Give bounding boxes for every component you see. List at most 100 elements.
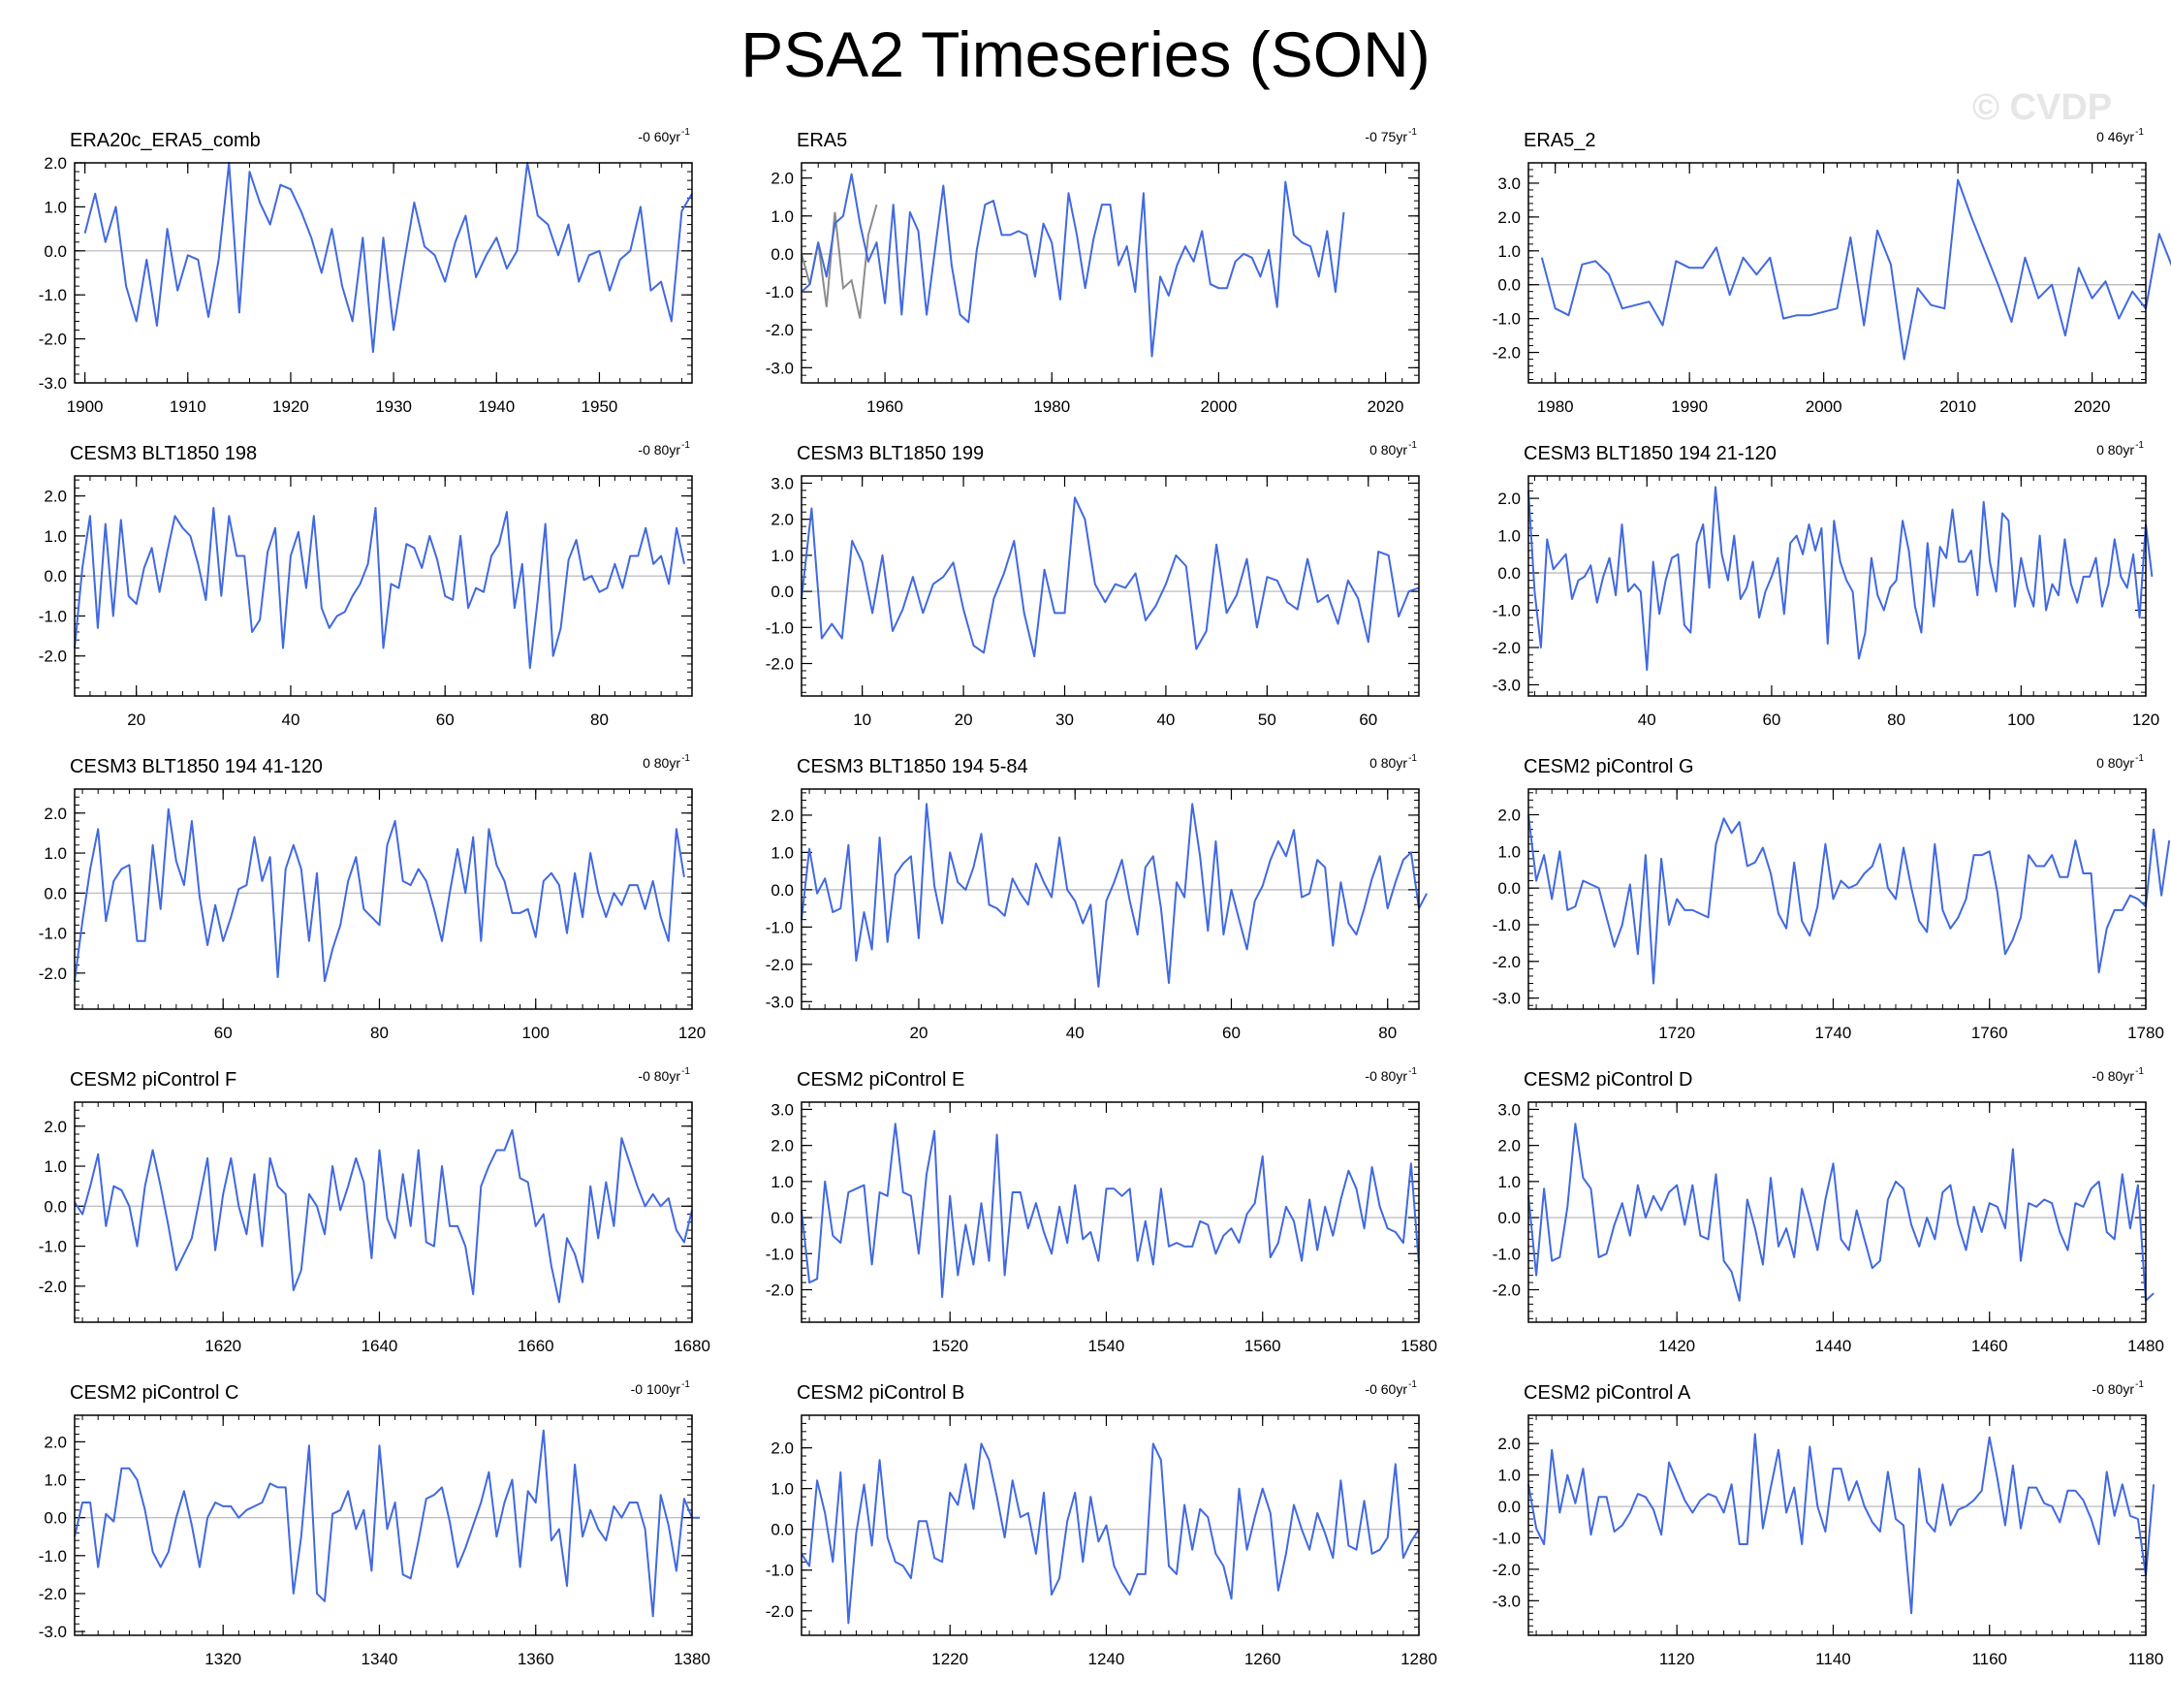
plot-frame [74, 475, 693, 697]
x-tick-label: 1520 [931, 1337, 968, 1355]
y-tick-label: -1.0 [766, 1245, 794, 1263]
panel-title: ERA5_2 [1524, 130, 1596, 151]
trend-label: -0 80yr [638, 442, 680, 458]
series-line [74, 807, 685, 983]
y-tick-label: 2.0 [1497, 208, 1521, 227]
y-tick-label: 0.0 [771, 881, 794, 900]
y-tick-label: -2.0 [1493, 639, 1521, 657]
y-tick-label: 0.0 [771, 1209, 794, 1227]
x-tick-label: 1320 [205, 1650, 241, 1668]
x-tick-label: 20 [909, 1024, 928, 1042]
y-tick-label: 1.0 [1497, 1173, 1521, 1191]
y-tick-label: 1.0 [771, 1173, 794, 1191]
trend-exponent: -1 [2135, 753, 2144, 764]
panel-3: ERA5_2 0 46yr -1 -2.0 -1.0 0.0 1.0 2.0 3.0 1980 19… [1493, 127, 2171, 416]
x-tick-label: 60 [214, 1024, 233, 1042]
series-line [83, 162, 693, 354]
y-tick-label: -2.0 [39, 1585, 67, 1603]
x-tick-label: 60 [436, 711, 455, 729]
y-tick-label: 2.0 [44, 1118, 67, 1136]
y-tick-label: 0.0 [1497, 879, 1521, 898]
series-line [1527, 486, 2154, 672]
y-tick-label: 2.0 [771, 807, 794, 825]
x-tick-label: 1160 [1971, 1650, 2007, 1668]
y-tick-label: 2.0 [771, 1137, 794, 1155]
x-tick-label: 20 [127, 711, 145, 729]
y-tick-label: 0.0 [44, 1509, 67, 1528]
series-line [801, 173, 1345, 358]
x-tick-label: 1980 [1033, 397, 1070, 416]
y-tick-label: 1.0 [771, 1480, 794, 1499]
y-tick-label: -2.0 [39, 965, 67, 983]
trend-label: 0 46yr [2096, 129, 2134, 144]
panel-11: CESM2 piControl E -0 80yr -1 -2.0 -1.0 0.0 1.0… [766, 1066, 1437, 1355]
plot-frame [1527, 788, 2147, 1010]
y-tick-label: 3.0 [771, 474, 794, 492]
y-tick-label: 0.0 [771, 245, 794, 264]
y-tick-label: 2.0 [771, 170, 794, 188]
y-tick-label: -2.0 [39, 648, 67, 666]
y-tick-label: -1.0 [766, 1562, 794, 1580]
x-tick-label: 1900 [67, 397, 104, 416]
trend-exponent: -1 [1408, 127, 1417, 138]
x-tick-label: 1340 [362, 1650, 398, 1668]
y-tick-label: 1.0 [771, 207, 794, 226]
x-tick-label: 1360 [518, 1650, 554, 1668]
x-tick-label: 1980 [1537, 397, 1574, 416]
x-tick-label: 80 [1378, 1024, 1397, 1042]
x-tick-label: 1540 [1088, 1337, 1125, 1355]
series-line [74, 507, 685, 670]
plot-frame [801, 162, 1420, 384]
x-tick-label: 1780 [2127, 1024, 2164, 1042]
y-tick-label: -2.0 [1493, 1281, 1521, 1300]
y-tick-label: 1.0 [44, 527, 67, 546]
y-tick-label: -2.0 [39, 331, 67, 349]
x-tick-label: 1440 [1815, 1337, 1852, 1355]
y-tick-label: -1.0 [39, 925, 67, 943]
x-tick-label: 1930 [375, 397, 412, 416]
series-line [801, 803, 1428, 988]
panel-title: CESM3 BLT1850 194 5-84 [797, 756, 1028, 777]
y-tick-label: -2.0 [1493, 344, 1521, 363]
y-tick-label: 1.0 [44, 844, 67, 863]
plot-frame [74, 788, 693, 1010]
y-tick-label: -3.0 [766, 359, 794, 377]
y-tick-label: -2.0 [39, 1278, 67, 1296]
x-tick-label: 1960 [866, 397, 903, 416]
y-tick-label: -3.0 [1493, 676, 1521, 694]
trend-exponent: -1 [2135, 440, 2144, 451]
y-tick-label: -1.0 [1493, 1529, 1521, 1547]
y-tick-label: -1.0 [1493, 310, 1521, 329]
x-tick-label: 1620 [205, 1337, 241, 1355]
panel-7: CESM3 BLT1850 194 41-120 0 80yr -1 -2.0 -1.0… [39, 753, 706, 1042]
y-tick-label: -3.0 [1493, 990, 1521, 1008]
x-tick-label: 1180 [2128, 1650, 2164, 1668]
y-tick-label: -1.0 [766, 918, 794, 936]
series-line [801, 496, 1420, 658]
series-line [1527, 1123, 2155, 1302]
x-tick-label: 80 [1887, 711, 1905, 729]
y-tick-label: 2.0 [44, 154, 67, 173]
plot-frame [1527, 1414, 2147, 1636]
x-tick-label: 2010 [1939, 397, 1976, 416]
panel-13: CESM2 piControl C -0 100yr -1 -3.0 -2.0 -1.0 0… [39, 1379, 710, 1668]
panel-8: CESM3 BLT1850 194 5-84 0 80yr -1 -3.0 -2.0 -1… [766, 753, 1428, 1042]
panel-4: CESM3 BLT1850 198 -0 80yr -1 -2.0 -1.0 0.0 1.0… [39, 440, 693, 729]
series-line [801, 1442, 1420, 1625]
x-tick-label: 1740 [1815, 1024, 1852, 1042]
x-tick-label: 1660 [518, 1337, 554, 1355]
x-tick-label: 10 [853, 711, 871, 729]
reference-series-line [801, 204, 878, 319]
y-tick-label: 1.0 [1497, 1467, 1521, 1485]
x-tick-label: 60 [1222, 1024, 1241, 1042]
trend-exponent: -1 [681, 1066, 690, 1077]
trend-exponent: -1 [681, 753, 690, 764]
x-tick-label: 1950 [582, 397, 618, 416]
x-tick-label: 1280 [1400, 1650, 1437, 1668]
panel-title: CESM2 piControl F [70, 1069, 236, 1091]
x-tick-label: 1920 [272, 397, 309, 416]
y-tick-label: -2.0 [766, 956, 794, 974]
y-tick-label: 1.0 [1497, 242, 1521, 261]
trend-label: 0 80yr [643, 755, 680, 771]
